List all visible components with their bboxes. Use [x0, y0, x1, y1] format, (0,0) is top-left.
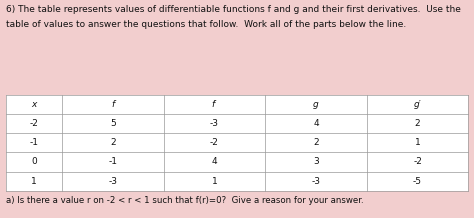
- Text: f: f: [111, 100, 114, 109]
- Text: x: x: [31, 100, 36, 109]
- Text: a) Is there a value r on -2 < r < 1 such that f(r)=0?  Give a reason for your an: a) Is there a value r on -2 < r < 1 such…: [6, 196, 363, 205]
- Text: 2: 2: [313, 138, 319, 147]
- Text: 1: 1: [31, 177, 37, 186]
- Text: -1: -1: [109, 157, 118, 167]
- Text: 5: 5: [110, 119, 116, 128]
- Text: -1: -1: [29, 138, 38, 147]
- Text: 0: 0: [31, 157, 37, 167]
- Text: 2: 2: [415, 119, 420, 128]
- Text: -2: -2: [413, 157, 422, 167]
- Text: -5: -5: [413, 177, 422, 186]
- Text: -3: -3: [210, 119, 219, 128]
- Text: g′: g′: [414, 100, 421, 109]
- Text: 2: 2: [110, 138, 116, 147]
- Text: 1: 1: [415, 138, 420, 147]
- Text: 1: 1: [211, 177, 217, 186]
- Text: -2: -2: [210, 138, 219, 147]
- Bar: [6, 95, 468, 191]
- Text: 4: 4: [313, 119, 319, 128]
- Text: 3: 3: [313, 157, 319, 167]
- Text: -3: -3: [311, 177, 320, 186]
- Text: f′: f′: [212, 100, 217, 109]
- Text: -3: -3: [109, 177, 118, 186]
- Text: g: g: [313, 100, 319, 109]
- Text: table of values to answer the questions that follow.  Work all of the parts belo: table of values to answer the questions …: [6, 20, 406, 29]
- Text: 6) The table represents values of differentiable functions f and g and their fir: 6) The table represents values of differ…: [6, 5, 461, 14]
- Text: -2: -2: [29, 119, 38, 128]
- Text: 4: 4: [211, 157, 217, 167]
